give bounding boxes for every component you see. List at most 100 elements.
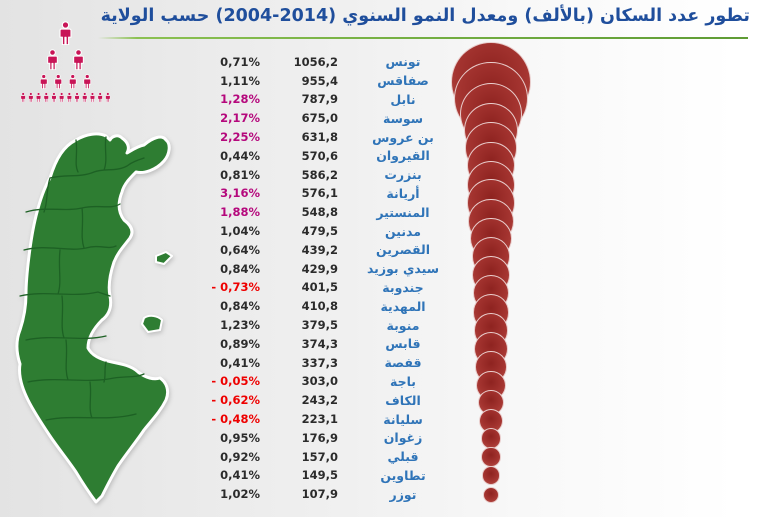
growth-rate-value: 0,84% <box>220 299 260 314</box>
governorate-name: منوبة <box>386 317 420 333</box>
table-row: 1,23% 379,5 منوبة <box>198 316 470 335</box>
population-bubble <box>480 428 502 450</box>
population-bubble <box>471 237 511 276</box>
djerba-island <box>141 314 163 333</box>
population-bubble <box>479 409 503 433</box>
population-value: 379,5 <box>301 318 338 333</box>
population-value: 570,6 <box>301 148 338 163</box>
population-bubble <box>465 122 517 174</box>
population-value: 223,1 <box>301 412 338 427</box>
person-icon <box>43 92 49 103</box>
person-icon <box>59 21 72 45</box>
table-row: 0,64% 439,2 القصرين <box>198 240 470 259</box>
tunisia-outline <box>15 132 171 504</box>
growth-rate-value: 0,41% <box>220 355 260 370</box>
growth-rate-value: 2,25% <box>220 130 260 145</box>
person-icon <box>66 92 72 103</box>
governorate-name: باجة <box>390 373 416 389</box>
population-value: 107,9 <box>301 487 338 502</box>
governorate-name: تونس <box>385 54 421 70</box>
table-row: 1,88% 548,8 المنستير <box>198 203 470 222</box>
table-row: 3,16% 576,1 أريانة <box>198 184 470 203</box>
growth-rate-value: - 0,73% <box>211 280 260 295</box>
governorate-name: جندوبة <box>382 279 424 295</box>
population-bubble <box>472 256 510 295</box>
governorate-name: صفاقس <box>377 73 429 89</box>
governorate-name: زغوان <box>383 430 423 446</box>
person-icon <box>97 92 103 103</box>
population-value: 479,5 <box>301 224 338 239</box>
person-icon <box>73 49 84 70</box>
table-row: 0,84% 429,9 سيدي بوزيد <box>198 259 470 278</box>
governorate-name: نابل <box>390 91 416 107</box>
growth-rate-value: 0,92% <box>220 449 260 464</box>
population-value: 149,5 <box>301 468 338 483</box>
table-row: 0,41% 337,3 قفصة <box>198 353 470 372</box>
table-row: 1,04% 479,5 مدنين <box>198 222 470 241</box>
person-icon <box>54 74 63 89</box>
growth-rate-value: 1,04% <box>220 224 260 239</box>
governorate-borders <box>19 136 145 421</box>
growth-rate-value: 0,71% <box>220 54 260 69</box>
person-icons-group <box>20 21 111 103</box>
growth-rate-value: 1,23% <box>220 318 260 333</box>
kerkennah-islands <box>155 251 173 265</box>
population-bubble <box>483 486 499 503</box>
person-icon <box>82 92 88 103</box>
governorate-name: بن عروس <box>372 129 434 145</box>
population-value: 410,8 <box>301 299 338 314</box>
population-bubble <box>473 313 509 348</box>
growth-rate-value: - 0,62% <box>211 393 260 408</box>
growth-rate-value: - 0,48% <box>211 412 260 427</box>
table-row: 0,41% 149,5 تطاوين <box>198 466 470 485</box>
population-value: 243,2 <box>301 393 338 408</box>
table-row: - 0,05% 303,0 باجة <box>198 372 470 391</box>
person-icon <box>68 74 77 89</box>
table-row: 0,89% 374,3 قابس <box>198 334 470 353</box>
population-value: 548,8 <box>301 205 338 220</box>
governorate-name: قابس <box>385 336 421 352</box>
title-underline <box>98 37 748 39</box>
population-bubble <box>472 294 510 331</box>
population-value: 787,9 <box>301 92 338 107</box>
page-title: تطور عدد السكان (بالألف) ومعدل النمو الس… <box>100 6 750 26</box>
population-bubble <box>478 390 504 416</box>
person-icon <box>59 92 65 103</box>
tunisia-map <box>15 132 173 504</box>
population-value: 675,0 <box>301 111 338 126</box>
growth-rate-value: 0,95% <box>220 430 260 445</box>
growth-rate-value: 1,02% <box>220 487 260 502</box>
tunisia-map-shape <box>15 132 173 504</box>
governorate-name: القصرين <box>375 242 430 258</box>
population-bubble <box>466 160 516 209</box>
population-pyramid-icon <box>20 21 111 103</box>
person-icon <box>74 92 80 103</box>
population-bubble <box>467 179 515 228</box>
table-row: 0,84% 410,8 المهدية <box>198 297 470 316</box>
growth-rate-value: 0,44% <box>220 148 260 163</box>
governorate-name: الكاف <box>385 392 421 408</box>
person-icon <box>51 92 57 103</box>
governorate-name: سيدي بوزيد <box>366 261 440 277</box>
population-bubble <box>476 370 506 400</box>
population-bubble <box>481 447 501 467</box>
person-icon <box>20 92 26 103</box>
population-value: 631,8 <box>301 130 338 145</box>
governorate-table: 0,71% 1056,2 تونس 1,11% 955,4 صفاقس 1,28% 787,9… <box>198 53 470 504</box>
growth-rate-value: 0,64% <box>220 242 260 257</box>
population-value: 176,9 <box>301 430 338 445</box>
population-value: 429,9 <box>301 261 338 276</box>
governorate-name: تطاوين <box>380 467 426 483</box>
table-row: - 0,62% 243,2 الكاف <box>198 391 470 410</box>
table-row: 2,25% 631,8 بن عروس <box>198 128 470 147</box>
population-value: 586,2 <box>301 167 338 182</box>
governorate-name: توزر <box>389 486 417 502</box>
growth-rate-value: 0,89% <box>220 336 260 351</box>
growth-rate-value: 0,84% <box>220 261 260 276</box>
person-icon <box>28 92 34 103</box>
governorate-name: القيروان <box>376 148 430 164</box>
table-row: 0,44% 570,6 القيروان <box>198 146 470 165</box>
governorate-name: سليانة <box>383 411 423 427</box>
table-row: 2,17% 675,0 سوسة <box>198 109 470 128</box>
